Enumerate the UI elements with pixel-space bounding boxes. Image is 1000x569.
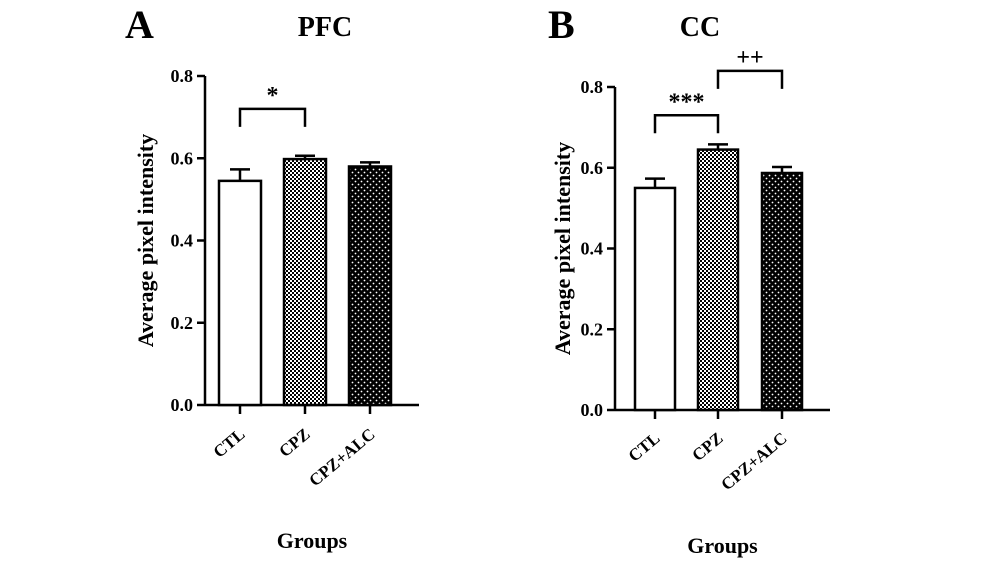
y-tick-label: 0.0 [581, 400, 604, 420]
significance-bracket [653, 114, 720, 134]
bar-cpz [696, 148, 740, 412]
x-axis-label: Groups [277, 528, 348, 553]
panel-a: A PFC 0.0 0.2 0.4 0.6 0.8 Average pixel intensi… [125, 2, 419, 553]
x-tick-label: CPZ [688, 429, 726, 465]
y-tick-label: 0.2 [581, 319, 604, 339]
bar-cpz-alc [347, 165, 393, 407]
bar-cpz-alc [760, 171, 804, 412]
y-tick-label: 0.4 [171, 231, 194, 251]
panel-b: B CC 0.0 0.2 0.4 0.6 0.8 Average pixel intensit… [548, 2, 830, 558]
bar-cpz [282, 157, 328, 407]
panel-letter: A [125, 2, 154, 47]
y-tick-label: 0.2 [171, 313, 194, 333]
y-axis-label: Average pixel intensity [550, 142, 575, 355]
y-tick-label: 0.4 [581, 239, 604, 259]
significance-label: ++ [736, 45, 763, 71]
y-tick-label: 0.0 [171, 395, 194, 415]
x-axis-label: Groups [687, 533, 758, 558]
significance-label: *** [669, 89, 705, 115]
y-tick-label: 0.6 [171, 148, 194, 168]
significance-label: * [267, 83, 279, 109]
x-tick-label: CPZ+ALC [305, 425, 378, 491]
bar-ctl [633, 186, 677, 412]
chart-title: PFC [298, 12, 352, 43]
y-tick-label: 0.6 [581, 158, 604, 178]
significance-bracket [238, 107, 307, 127]
x-tick-label: CPZ [275, 425, 313, 461]
y-axis-label: Average pixel intensity [133, 134, 158, 347]
x-tick-label: CPZ+ALC [717, 429, 790, 495]
y-tick-label: 0.8 [581, 77, 604, 97]
panel-letter: B [548, 2, 575, 47]
x-tick-label: CTL [210, 425, 249, 462]
bar-ctl [217, 179, 263, 407]
y-tick-label: 0.8 [171, 66, 194, 86]
chart-title: CC [680, 12, 720, 43]
x-tick-label: CTL [625, 429, 664, 466]
significance-bracket [716, 69, 784, 89]
